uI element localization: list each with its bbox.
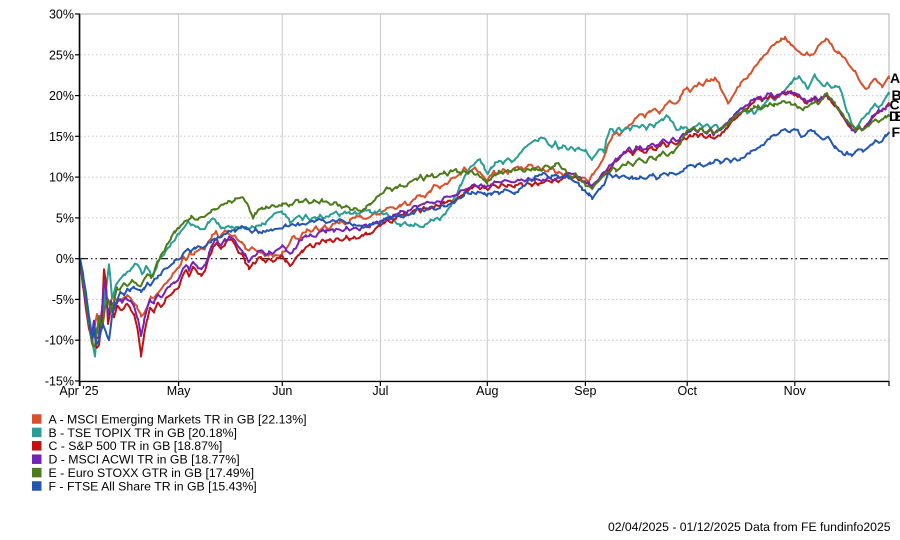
svg-text:A: A <box>890 70 900 86</box>
svg-text:Jul: Jul <box>372 384 388 398</box>
svg-text:25%: 25% <box>49 48 74 62</box>
svg-text:Oct: Oct <box>677 384 697 398</box>
svg-text:E: E <box>895 108 900 124</box>
svg-text:F - FTSE All Share TR in GB [1: F - FTSE All Share TR in GB [15.43%] <box>49 479 257 493</box>
svg-text:May: May <box>167 384 191 398</box>
svg-text:-5%: -5% <box>52 293 74 307</box>
svg-text:F: F <box>892 124 900 140</box>
svg-text:Nov: Nov <box>784 384 807 398</box>
svg-text:E - Euro STOXX GTR in GB [17.4: E - Euro STOXX GTR in GB [17.49%] <box>49 466 254 480</box>
svg-text:B - TSE TOPIX TR in GB [20.18%: B - TSE TOPIX TR in GB [20.18%] <box>49 426 237 440</box>
svg-text:15%: 15% <box>49 130 74 144</box>
svg-text:Jun: Jun <box>272 384 292 398</box>
svg-text:D - MSCI ACWI TR in GB [18.77%: D - MSCI ACWI TR in GB [18.77%] <box>49 453 240 467</box>
svg-text:-10%: -10% <box>45 334 74 348</box>
svg-text:0%: 0% <box>56 252 74 266</box>
svg-text:C - S&P 500 TR in GB [18.87%]: C - S&P 500 TR in GB [18.87%] <box>49 439 223 453</box>
svg-text:Apr '25: Apr '25 <box>59 384 98 398</box>
svg-text:30%: 30% <box>49 8 74 22</box>
svg-text:02/04/2025 - 01/12/2025 Data f: 02/04/2025 - 01/12/2025 Data from FE fun… <box>608 520 891 534</box>
svg-text:Aug: Aug <box>476 384 498 398</box>
svg-text:20%: 20% <box>49 89 74 103</box>
svg-text:5%: 5% <box>56 211 74 225</box>
svg-text:A - MSCI Emerging Markets TR i: A - MSCI Emerging Markets TR in GB [22.1… <box>49 412 307 426</box>
svg-text:Sep: Sep <box>574 384 596 398</box>
svg-text:10%: 10% <box>49 171 74 185</box>
